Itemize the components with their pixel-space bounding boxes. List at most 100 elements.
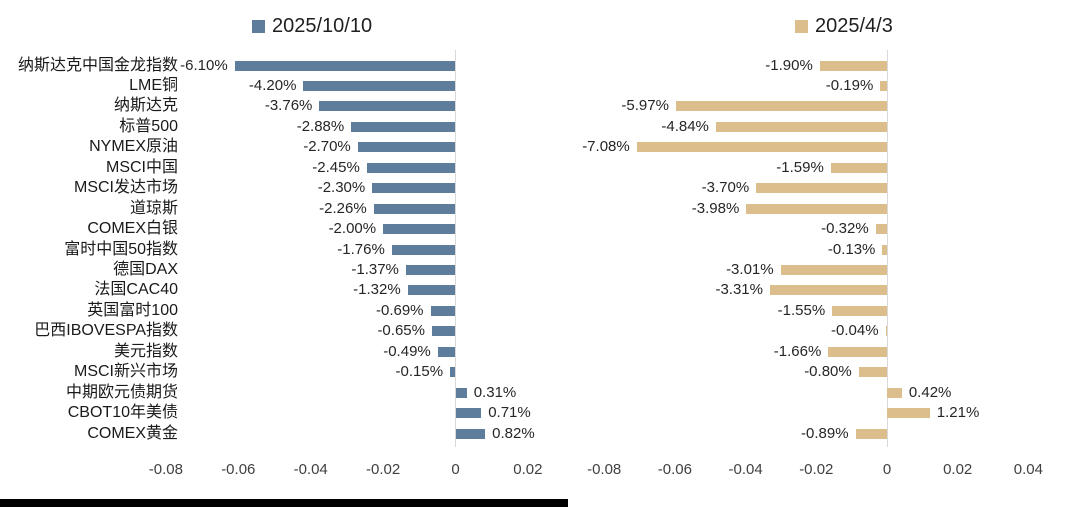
bar-2025/4/3-row4 bbox=[636, 142, 887, 153]
bar-2025/10/10-row6 bbox=[372, 183, 456, 194]
value-label: -1.37% bbox=[351, 261, 399, 278]
bar-2025/4/3-row8 bbox=[875, 224, 887, 235]
bar-2025/4/3-row0 bbox=[819, 60, 887, 71]
value-label: -5.97% bbox=[621, 97, 669, 115]
category-label: 英国富时100 bbox=[87, 301, 178, 319]
value-label: -0.89% bbox=[801, 424, 849, 442]
value-label: -3.76% bbox=[264, 97, 313, 115]
value-label: 0.31% bbox=[473, 383, 517, 401]
bar-2025/4/3-row10 bbox=[780, 265, 887, 275]
x-axis-tick-label: 0.04 bbox=[1013, 461, 1043, 478]
bottom-black-bar bbox=[0, 499, 568, 507]
value-label: -0.69% bbox=[375, 301, 424, 319]
bar-2025/10/10-row2 bbox=[319, 101, 456, 112]
bar-2025/10/10-row18 bbox=[455, 428, 486, 439]
value-label: -1.66% bbox=[773, 342, 822, 360]
x-axis-tick-label: 0 bbox=[451, 461, 460, 478]
x-axis-tick-label: -0.06 bbox=[657, 461, 692, 478]
category-label: NYMEX原油 bbox=[89, 138, 178, 156]
x-axis-tick-label: 0.02 bbox=[513, 461, 543, 478]
legend-right: 2025/4/3 bbox=[795, 15, 893, 38]
x-axis-tick-label: -0.08 bbox=[587, 461, 622, 478]
bar-2025/10/10-row17 bbox=[455, 408, 482, 419]
legend-label-right: 2025/4/3 bbox=[815, 15, 893, 37]
bar-2025/10/10-row3 bbox=[351, 121, 456, 132]
value-label: -0.65% bbox=[377, 322, 425, 340]
category-label: 法国CAC40 bbox=[94, 281, 178, 299]
bar-2025/4/3-row6 bbox=[756, 183, 887, 194]
bar-2025/10/10-row7 bbox=[373, 203, 456, 214]
x-axis-tick-label: -0.02 bbox=[365, 461, 401, 478]
value-label: 0.82% bbox=[492, 424, 535, 442]
bar-2025/10/10-row15 bbox=[450, 367, 456, 378]
x-axis-tick-label: -0.04 bbox=[293, 461, 328, 478]
zero-axis-line bbox=[455, 50, 456, 447]
category-label: 富时中国50指数 bbox=[64, 240, 178, 258]
value-label: -0.13% bbox=[827, 240, 876, 258]
value-label: -4.20% bbox=[248, 76, 297, 94]
category-label: 标普500 bbox=[119, 117, 178, 135]
bar-2025/4/3-row13 bbox=[885, 326, 887, 337]
bar-2025/4/3-row7 bbox=[746, 203, 887, 214]
bar-2025/10/10-row12 bbox=[430, 305, 456, 316]
bar-2025/10/10-row0 bbox=[234, 60, 456, 71]
x-axis-tick-label: -0.06 bbox=[221, 461, 256, 478]
value-label: -4.84% bbox=[661, 117, 709, 135]
category-label: 道琼斯 bbox=[129, 199, 178, 217]
bar-2025/4/3-row16 bbox=[887, 387, 902, 398]
value-label: -3.98% bbox=[691, 199, 740, 217]
category-label: CBOT10年美债 bbox=[67, 404, 178, 422]
value-label: 0.71% bbox=[488, 404, 531, 422]
value-label: -2.70% bbox=[303, 138, 351, 156]
bar-2025/10/10-row14 bbox=[437, 346, 456, 357]
x-axis-tick-label: -0.02 bbox=[799, 461, 834, 478]
bar-2025/4/3-row15 bbox=[858, 367, 887, 378]
bar-2025/10/10-row16 bbox=[455, 387, 467, 398]
category-label: 巴西IBOVESPA指数 bbox=[34, 322, 178, 340]
value-label: -0.80% bbox=[804, 363, 852, 381]
value-label: 1.21% bbox=[936, 404, 980, 422]
bar-2025/4/3-row18 bbox=[855, 428, 887, 439]
value-label: -2.45% bbox=[312, 158, 360, 176]
category-label: COMEX黄金 bbox=[87, 424, 178, 442]
bar-2025/4/3-row17 bbox=[887, 408, 930, 419]
legend-swatch-blue-icon bbox=[252, 20, 265, 33]
legend-swatch-tan-icon bbox=[795, 20, 808, 33]
value-label: -6.10% bbox=[180, 56, 228, 74]
bar-2025/4/3-row9 bbox=[882, 244, 887, 255]
bar-2025/4/3-row1 bbox=[880, 80, 887, 91]
bar-2025/4/3-row12 bbox=[832, 305, 887, 316]
category-label: 美元指数 bbox=[113, 342, 178, 360]
category-label: MSCI发达市场 bbox=[73, 179, 178, 197]
value-label: -2.88% bbox=[296, 117, 345, 135]
bar-2025/10/10-row1 bbox=[303, 80, 456, 91]
legend-label-left: 2025/10/10 bbox=[272, 15, 373, 37]
legend-left: 2025/10/10 bbox=[252, 15, 372, 38]
value-label: -0.19% bbox=[825, 76, 874, 94]
value-label: -2.00% bbox=[328, 220, 377, 238]
category-label: 纳斯达克中国金龙指数 bbox=[17, 56, 178, 74]
x-axis-tick-label: -0.08 bbox=[148, 461, 183, 478]
bar-2025/4/3-row2 bbox=[675, 101, 887, 112]
value-label: -0.15% bbox=[395, 363, 444, 381]
value-label: -3.01% bbox=[726, 261, 774, 278]
value-label: -2.26% bbox=[319, 199, 367, 217]
value-label: -7.08% bbox=[582, 138, 630, 156]
bar-2025/10/10-row9 bbox=[391, 244, 456, 255]
bar-2025/10/10-row8 bbox=[383, 224, 456, 235]
bar-2025/4/3-row3 bbox=[715, 121, 887, 132]
value-label: -1.76% bbox=[337, 240, 385, 258]
value-label: -0.32% bbox=[821, 220, 869, 238]
x-axis-tick-label: 0.02 bbox=[943, 461, 973, 478]
category-label: 德国DAX bbox=[113, 261, 178, 278]
zero-axis-line bbox=[886, 50, 888, 447]
value-label: -3.31% bbox=[715, 281, 763, 299]
bar-2025/10/10-row10 bbox=[405, 265, 456, 275]
bar-2025/10/10-row13 bbox=[431, 326, 456, 337]
category-label: 纳斯达克 bbox=[113, 97, 178, 115]
category-label: LME铜 bbox=[129, 76, 178, 94]
category-label: COMEX白银 bbox=[87, 220, 178, 238]
bar-2025/10/10-row4 bbox=[357, 142, 456, 153]
value-label: -2.30% bbox=[317, 179, 366, 197]
